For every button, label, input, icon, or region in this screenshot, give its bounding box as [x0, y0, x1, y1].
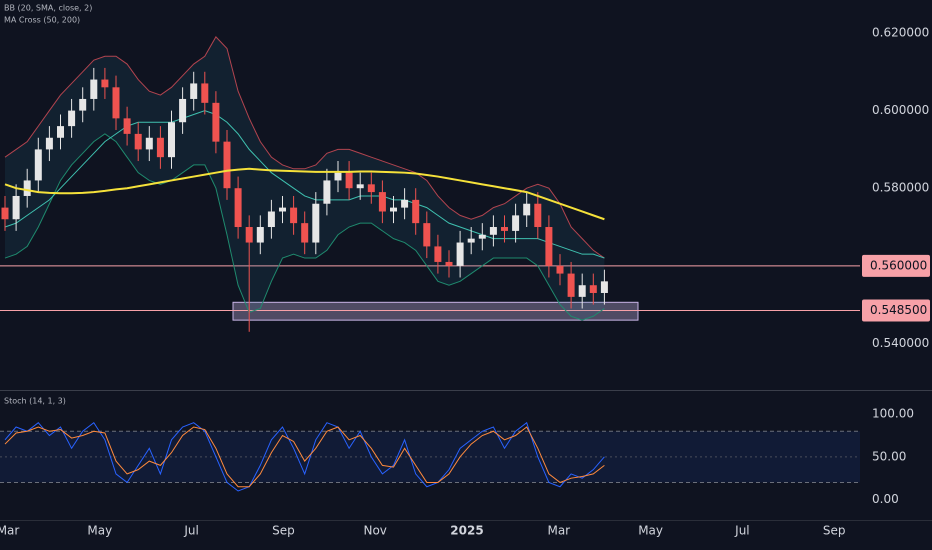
legend: MA Cross (50, 200) — [4, 16, 80, 25]
candle-body — [12, 195, 20, 220]
candle-body — [256, 227, 264, 243]
candle-body — [23, 180, 31, 196]
y-tick-label: 50.00 — [872, 449, 906, 463]
candle-body — [501, 227, 508, 231]
candle-body — [179, 98, 187, 123]
candle-body — [578, 285, 586, 297]
candle-body — [290, 207, 298, 224]
candle-body — [434, 246, 442, 262]
x-tick-label: Sep — [272, 524, 295, 538]
x-tick-label: May — [87, 524, 112, 538]
candle-body — [223, 141, 231, 189]
candle-body — [156, 137, 164, 158]
candle-body — [467, 238, 475, 243]
candle-body — [378, 192, 386, 212]
candle-body — [145, 137, 153, 150]
candle-body — [345, 172, 353, 189]
y-tick-label: 0.600000 — [872, 103, 929, 117]
candle-body — [445, 261, 453, 266]
candle-body — [234, 188, 242, 228]
x-tick-label: Jul — [183, 524, 198, 538]
candle-body — [168, 122, 175, 158]
bb-fill — [5, 36, 605, 321]
candle-body — [279, 207, 286, 212]
candle-body — [245, 227, 253, 243]
candle-body — [201, 83, 209, 103]
level-label-bg — [862, 299, 930, 322]
candle-body — [267, 211, 275, 228]
x-tick-label: Jul — [734, 524, 749, 538]
candle-body — [556, 265, 564, 274]
candle-body — [534, 203, 542, 228]
candle-body — [190, 83, 198, 99]
level-label-bg — [862, 254, 930, 277]
candle-body — [57, 126, 64, 138]
indicator-line — [4, 133, 605, 321]
candle-body — [412, 199, 420, 224]
indicator-line — [4, 36, 605, 259]
y-tick-label: 0.540000 — [872, 336, 929, 350]
candle-body — [134, 133, 142, 150]
candle-body — [489, 227, 497, 235]
candle-body — [367, 184, 375, 193]
legend: BB (20, SMA, close, 2) — [4, 4, 92, 13]
candle-body — [478, 234, 486, 239]
candle-body — [523, 203, 531, 216]
candle-body — [79, 98, 87, 111]
candle-body — [401, 199, 409, 208]
x-tick-label: Mar — [547, 524, 570, 538]
candle-body — [323, 180, 331, 204]
level-label: 0.560000 — [870, 258, 927, 272]
candle-body — [390, 207, 397, 212]
y-tick-label: 0.00 — [872, 492, 899, 506]
candle-body — [112, 87, 120, 119]
zone — [232, 301, 639, 321]
candle-body — [512, 215, 520, 231]
candle-body — [567, 273, 575, 297]
y-tick-label: 0.580000 — [872, 181, 929, 195]
candle-body — [589, 285, 597, 293]
x-tick-label: Nov — [363, 524, 386, 538]
candle-body — [423, 223, 431, 247]
y-tick-label: 0.620000 — [872, 25, 929, 39]
level-label: 0.548500 — [870, 303, 927, 317]
candle-body — [68, 110, 76, 127]
candle-body — [312, 203, 320, 243]
candle-body — [545, 227, 553, 266]
candle-body — [356, 184, 364, 189]
candle-body — [101, 79, 109, 88]
x-tick-label: Mar — [0, 524, 19, 538]
x-tick-label: May — [638, 524, 663, 538]
ma-200-line — [4, 167, 605, 221]
candle-body — [301, 223, 309, 243]
candle-body — [45, 137, 53, 150]
candle-body — [34, 149, 42, 181]
stoch-line — [4, 421, 605, 492]
candle-body — [334, 172, 342, 181]
candle-body — [90, 79, 98, 99]
candle-body — [123, 118, 131, 134]
y-tick-label: 100.00 — [872, 407, 914, 421]
x-tick-label: Sep — [823, 524, 846, 538]
candle-body — [456, 242, 464, 266]
candle-body — [600, 281, 608, 293]
x-tick-label: 2025 — [450, 524, 483, 538]
legend: Stoch (14, 1, 3) — [4, 397, 66, 406]
candle-body — [1, 207, 9, 220]
candle-body — [212, 102, 220, 142]
stoch-line — [4, 426, 605, 488]
